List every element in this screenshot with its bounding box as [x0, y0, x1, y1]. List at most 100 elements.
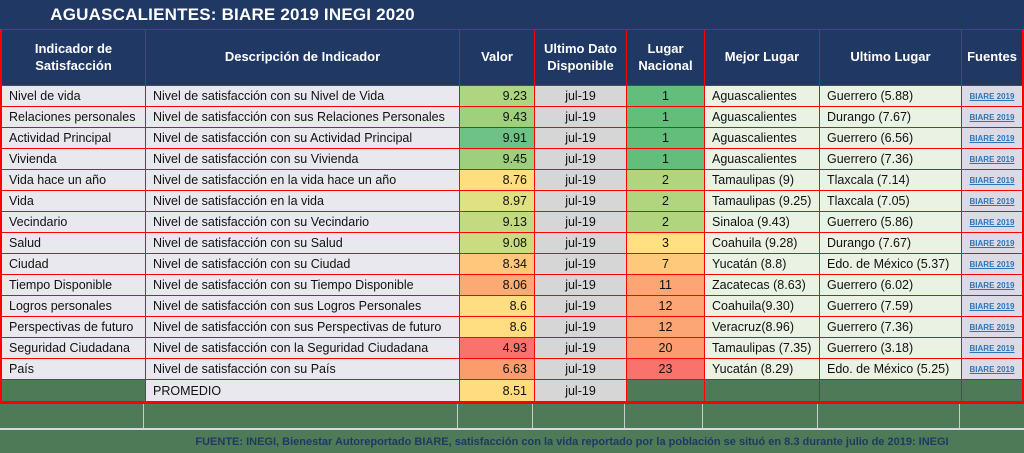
cell-source: BIARE 2019 [962, 128, 1022, 149]
source-link[interactable]: BIARE 2019 [969, 301, 1015, 311]
table-row: Seguridad Ciudadana Nivel de satisfacció… [2, 338, 1022, 359]
source-link[interactable]: BIARE 2019 [969, 322, 1015, 332]
cell-national-rank: 2 [627, 191, 705, 212]
table-row: Actividad Principal Nivel de satisfacció… [2, 128, 1022, 149]
source-link[interactable]: BIARE 2019 [969, 217, 1015, 227]
cell-description: Nivel de satisfacción con su Vivienda [146, 149, 460, 170]
source-link[interactable]: BIARE 2019 [969, 175, 1015, 185]
cell-value: 6.63 [460, 359, 535, 380]
cell-last-data: jul-19 [535, 86, 627, 107]
cell-best-place: Aguascalientes [705, 149, 820, 170]
cell-value: 8.6 [460, 317, 535, 338]
cell-source: BIARE 2019 [962, 254, 1022, 275]
cell-national-rank: 12 [627, 296, 705, 317]
cell-last-data: jul-19 [535, 170, 627, 191]
cell-rank-empty [627, 380, 705, 402]
cell-last-data: jul-19 [535, 149, 627, 170]
cell-indicator: Nivel de vida [2, 86, 146, 107]
source-link[interactable]: BIARE 2019 [969, 154, 1015, 164]
cell-description: Nivel de satisfacción con su Actividad P… [146, 128, 460, 149]
cell-best-place: Veracruz(8.96) [705, 317, 820, 338]
cell-value: 8.06 [460, 275, 535, 296]
cell-indicator: Vecindario [2, 212, 146, 233]
cell-last-place: Guerrero (7.59) [820, 296, 962, 317]
cell-indicator: Vida [2, 191, 146, 212]
cell-description: Nivel de satisfacción con su País [146, 359, 460, 380]
cell-national-rank: 1 [627, 86, 705, 107]
cell-national-rank: 12 [627, 317, 705, 338]
cell-average-label: PROMEDIO [146, 380, 460, 402]
cell-source: BIARE 2019 [962, 275, 1022, 296]
cell-source: BIARE 2019 [962, 107, 1022, 128]
cell-value: 9.45 [460, 149, 535, 170]
cell-source: BIARE 2019 [962, 317, 1022, 338]
source-link[interactable]: BIARE 2019 [969, 259, 1015, 269]
table-row: Relaciones personales Nivel de satisfacc… [2, 107, 1022, 128]
source-link[interactable]: BIARE 2019 [969, 91, 1015, 101]
cell-value: 8.76 [460, 170, 535, 191]
cell-description: Nivel de satisfacción en la vida hace un… [146, 170, 460, 191]
source-link[interactable]: BIARE 2019 [969, 364, 1015, 374]
header-description: Descripción de Indicador [146, 30, 460, 86]
cell-indicator: Vivienda [2, 149, 146, 170]
cell-last-data: jul-19 [535, 275, 627, 296]
cell-value: 9.43 [460, 107, 535, 128]
cell-best-place: Coahuila (9.28) [705, 233, 820, 254]
cell-source: BIARE 2019 [962, 212, 1022, 233]
cell-source: BIARE 2019 [962, 170, 1022, 191]
spacer-row [0, 404, 1024, 430]
cell-national-rank: 1 [627, 107, 705, 128]
table-row: Nivel de vida Nivel de satisfacción con … [2, 86, 1022, 107]
source-link[interactable]: BIARE 2019 [969, 133, 1015, 143]
cell-last-place: Guerrero (3.18) [820, 338, 962, 359]
cell-last-data: jul-19 [535, 359, 627, 380]
source-link[interactable]: BIARE 2019 [969, 112, 1015, 122]
cell-source: BIARE 2019 [962, 191, 1022, 212]
cell-indicator: País [2, 359, 146, 380]
source-link[interactable]: BIARE 2019 [969, 196, 1015, 206]
cell-description: Nivel de satisfacción con su Tiempo Disp… [146, 275, 460, 296]
table-row: Logros personales Nivel de satisfacción … [2, 296, 1022, 317]
cell-best-place-empty [705, 380, 820, 402]
table-row: Ciudad Nivel de satisfacción con su Ciud… [2, 254, 1022, 275]
source-link[interactable]: BIARE 2019 [969, 280, 1015, 290]
source-link[interactable]: BIARE 2019 [969, 238, 1015, 248]
summary-row: PROMEDIO 8.51 jul-19 [2, 380, 1022, 402]
cell-indicator: Ciudad [2, 254, 146, 275]
cell-last-place: Guerrero (7.36) [820, 149, 962, 170]
cell-description: Nivel de satisfacción con sus Perspectiv… [146, 317, 460, 338]
cell-source: BIARE 2019 [962, 149, 1022, 170]
cell-indicator: Tiempo Disponible [2, 275, 146, 296]
cell-indicator: Vida hace un año [2, 170, 146, 191]
header-sources: Fuentes [962, 30, 1022, 86]
cell-national-rank: 11 [627, 275, 705, 296]
table-row: Salud Nivel de satisfacción con su Salud… [2, 233, 1022, 254]
cell-national-rank: 20 [627, 338, 705, 359]
cell-national-rank: 1 [627, 149, 705, 170]
cell-indicator-empty [2, 380, 146, 402]
indicators-table: Indicador de Satisfacción Descripción de… [0, 29, 1024, 404]
cell-description: Nivel de satisfacción con su Salud [146, 233, 460, 254]
cell-best-place: Tamaulipas (9) [705, 170, 820, 191]
cell-best-place: Aguascalientes [705, 128, 820, 149]
cell-last-data: jul-19 [535, 338, 627, 359]
cell-last-place: Edo. de México (5.25) [820, 359, 962, 380]
cell-average-last-data: jul-19 [535, 380, 627, 402]
source-note: FUENTE: INEGI, Bienestar Autoreportado B… [195, 435, 949, 448]
cell-best-place: Tamaulipas (7.35) [705, 338, 820, 359]
cell-source: BIARE 2019 [962, 233, 1022, 254]
cell-best-place: Yucatán (8.8) [705, 254, 820, 275]
cell-best-place: Yucatán (8.29) [705, 359, 820, 380]
cell-national-rank: 23 [627, 359, 705, 380]
cell-national-rank: 7 [627, 254, 705, 275]
cell-average-value: 8.51 [460, 380, 535, 402]
source-link[interactable]: BIARE 2019 [969, 343, 1015, 353]
cell-description: Nivel de satisfacción con su Nivel de Vi… [146, 86, 460, 107]
cell-last-place-empty [820, 380, 962, 402]
cell-description: Nivel de satisfacción con su Vecindario [146, 212, 460, 233]
cell-value: 9.23 [460, 86, 535, 107]
cell-value: 8.34 [460, 254, 535, 275]
table-row: Vida hace un año Nivel de satisfacción e… [2, 170, 1022, 191]
cell-indicator: Relaciones personales [2, 107, 146, 128]
table-row: Vida Nivel de satisfacción en la vida 8.… [2, 191, 1022, 212]
